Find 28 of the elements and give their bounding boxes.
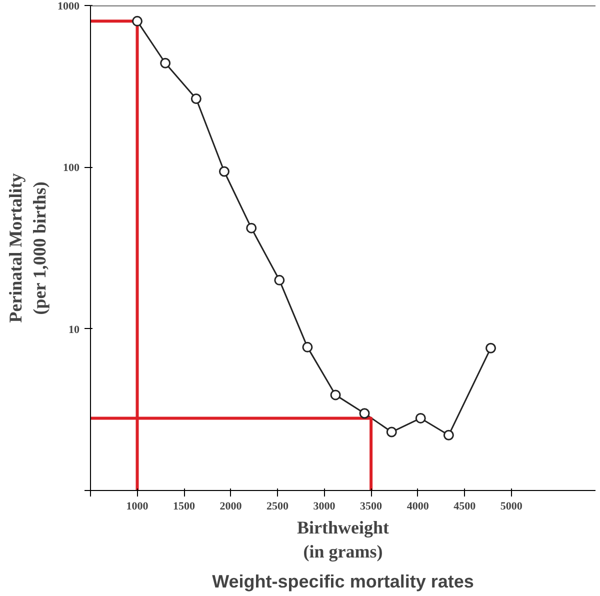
x-tick-label: 1000 [126, 500, 149, 512]
x-tick-label: 4000 [406, 500, 430, 512]
point [274, 274, 285, 286]
x-tick-label: 4500 [454, 500, 476, 512]
point [190, 94, 202, 104]
x-tick-label: 2000 [220, 500, 242, 512]
point [246, 222, 257, 234]
point [302, 342, 313, 352]
x-axis-title: Birthweight (in grams) [297, 518, 390, 562]
y-tick-label: 1000 [58, 0, 80, 12]
y-tick-label: 100 [63, 162, 80, 174]
point [132, 16, 143, 26]
point [359, 408, 370, 419]
point [486, 342, 496, 354]
point [218, 166, 230, 177]
x-tick-label: 5000 [500, 500, 523, 512]
point [386, 426, 397, 438]
point [160, 58, 171, 68]
point [443, 430, 454, 440]
x-tick-label: 2500 [266, 500, 290, 512]
point [415, 412, 426, 424]
x-tick-label: 3000 [313, 500, 336, 512]
y-tick-label: 10 [68, 324, 80, 336]
x-tick-label: 3500 [360, 500, 383, 512]
y-axis-title: Perinatal Mortality (per 1,000 births) [6, 173, 50, 323]
x-tick-label: 1500 [173, 500, 196, 512]
point [330, 390, 341, 400]
text: Weight-specific mortality rates [212, 572, 474, 592]
